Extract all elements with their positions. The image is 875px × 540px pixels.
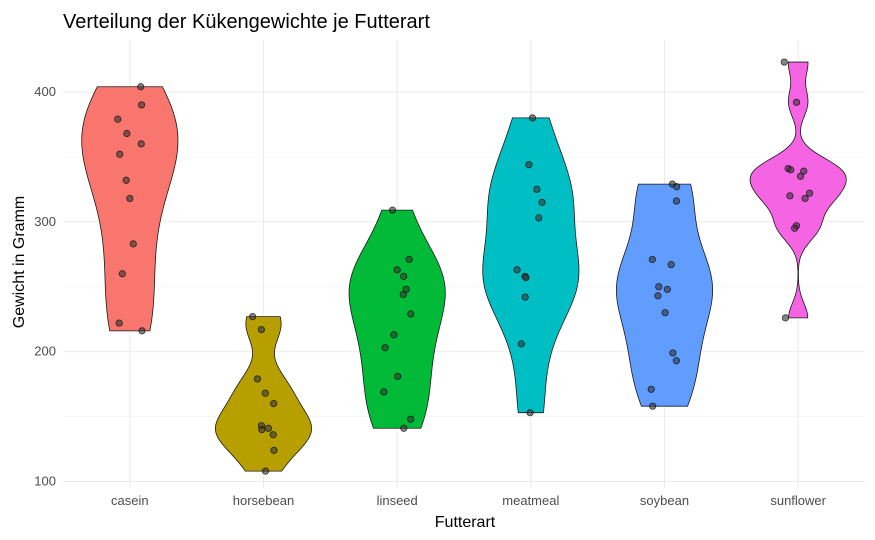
data-point-horsebean — [253, 375, 262, 383]
x-axis-ticks: casein horsebean linseed meatmeal soybean sun… — [111, 493, 827, 508]
chart-title: Verteilung der Kükengewichte je Futterar… — [63, 11, 430, 33]
data-point-sunflower — [801, 194, 809, 203]
data-point-soybean — [663, 285, 671, 293]
x-tick-label: horsebean — [233, 493, 294, 508]
data-point-soybean — [649, 402, 657, 410]
data-point-linseed — [399, 290, 407, 299]
data-point-meatmeal — [538, 198, 546, 206]
data-point-casein — [118, 270, 126, 278]
data-point-linseed — [405, 255, 413, 264]
violin-meatmeal — [482, 117, 580, 414]
data-point-casein — [114, 115, 122, 123]
data-point-soybean — [648, 255, 656, 264]
data-point-meatmeal — [521, 293, 529, 301]
points — [114, 58, 814, 475]
data-point-casein — [115, 319, 123, 327]
data-point-casein — [122, 176, 130, 184]
data-point-sunflower — [796, 172, 805, 180]
data-point-meatmeal — [533, 185, 541, 193]
violin-soybean — [615, 183, 714, 407]
y-tick-label: 400 — [34, 84, 56, 99]
data-point-sunflower — [787, 166, 795, 174]
data-point-casein — [138, 327, 146, 335]
violins — [81, 61, 847, 472]
x-tick-label: soybean — [640, 493, 689, 508]
violin-sunflower — [749, 61, 847, 319]
grid — [63, 40, 865, 488]
data-point-horsebean — [249, 312, 257, 321]
data-point-horsebean — [258, 425, 266, 434]
data-point-linseed — [390, 331, 398, 339]
data-point-sunflower — [791, 224, 799, 232]
data-point-meatmeal — [517, 340, 525, 348]
data-point-meatmeal — [526, 409, 534, 417]
data-point-casein — [123, 129, 131, 138]
data-point-soybean — [672, 197, 681, 205]
data-point-sunflower — [781, 314, 790, 322]
data-point-horsebean — [270, 446, 278, 454]
data-point-meatmeal — [525, 161, 533, 169]
x-tick-label: linseed — [377, 493, 418, 508]
data-point-horsebean — [264, 424, 273, 432]
y-tick-label: 100 — [34, 474, 56, 489]
data-point-casein — [137, 140, 145, 148]
data-point-linseed — [400, 424, 408, 432]
data-point-horsebean — [261, 389, 269, 397]
data-point-soybean — [672, 357, 680, 365]
data-point-linseed — [381, 344, 389, 352]
data-point-soybean — [667, 261, 675, 269]
x-tick-label: sunflower — [770, 493, 826, 508]
x-tick-label: meatmeal — [502, 493, 559, 508]
x-tick-label: casein — [111, 493, 149, 508]
data-point-linseed — [393, 372, 402, 380]
data-point-soybean — [669, 349, 677, 357]
data-point-sunflower — [806, 189, 814, 197]
data-point-linseed — [407, 415, 415, 423]
data-point-meatmeal — [528, 114, 537, 122]
y-tick-label: 300 — [34, 214, 56, 229]
data-point-casein — [137, 101, 146, 109]
data-point-horsebean — [270, 399, 278, 408]
data-point-linseed — [407, 310, 415, 318]
data-point-linseed — [380, 388, 388, 396]
data-point-sunflower — [786, 192, 794, 200]
x-axis-title: Futterart — [435, 514, 496, 531]
data-point-soybean — [655, 283, 663, 291]
violin-casein — [81, 86, 179, 332]
data-point-casein — [137, 83, 145, 91]
data-point-meatmeal — [513, 266, 521, 274]
data-point-horsebean — [257, 325, 265, 334]
data-point-horsebean — [269, 431, 277, 439]
data-point-meatmeal — [535, 214, 543, 222]
data-point-sunflower — [780, 58, 788, 66]
data-point-casein — [116, 150, 124, 158]
y-axis-ticks: 100 200 300 400 — [34, 84, 56, 489]
data-point-linseed — [388, 206, 397, 214]
data-point-casein — [126, 194, 134, 203]
data-point-sunflower — [800, 167, 808, 175]
data-point-linseed — [393, 266, 401, 274]
data-point-meatmeal — [522, 274, 530, 282]
data-point-linseed — [400, 272, 408, 280]
data-point-horsebean — [261, 467, 270, 475]
data-point-casein — [129, 240, 137, 248]
data-point-soybean — [661, 309, 669, 317]
y-tick-label: 200 — [34, 344, 56, 359]
data-point-soybean — [647, 385, 655, 393]
data-point-sunflower — [792, 98, 801, 106]
violin-linseed — [348, 209, 446, 429]
y-axis-title: Gewicht in Gramm — [11, 196, 28, 328]
data-point-soybean — [654, 292, 662, 300]
data-point-soybean — [673, 183, 681, 191]
